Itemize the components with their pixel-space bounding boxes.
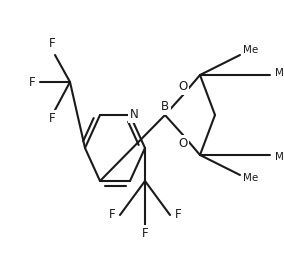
Text: F: F xyxy=(175,209,182,222)
Text: N: N xyxy=(130,108,139,121)
Text: F: F xyxy=(142,227,148,240)
Text: Me: Me xyxy=(243,45,258,55)
Text: O: O xyxy=(178,80,188,93)
Text: B: B xyxy=(161,100,169,113)
Text: Me: Me xyxy=(275,68,284,78)
Text: O: O xyxy=(178,137,188,150)
Text: Me: Me xyxy=(275,152,284,162)
Text: F: F xyxy=(49,112,55,125)
Text: F: F xyxy=(108,209,115,222)
Text: F: F xyxy=(49,37,55,50)
Text: Me: Me xyxy=(243,173,258,183)
Text: F: F xyxy=(28,75,35,88)
